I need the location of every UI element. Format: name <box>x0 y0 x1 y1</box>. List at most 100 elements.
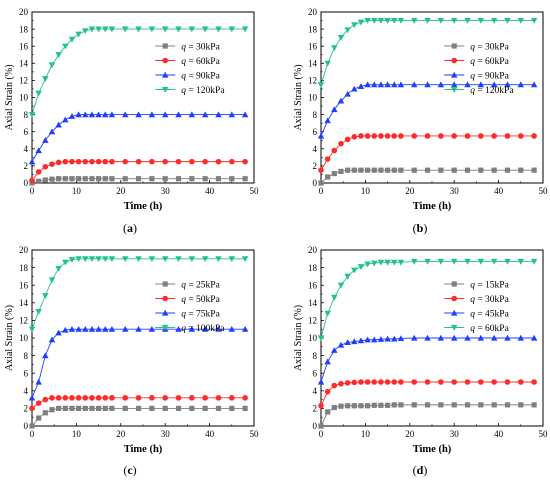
data-point <box>89 395 95 401</box>
y-axis-label: Axial Strain (%) <box>293 64 304 130</box>
data-point <box>189 158 195 165</box>
data-point <box>530 334 538 341</box>
data-point <box>68 36 76 43</box>
data-point <box>175 395 182 401</box>
data-point <box>35 147 42 154</box>
y-tick-label: 2 <box>24 404 29 414</box>
series-4 <box>28 256 249 333</box>
data-point <box>490 17 498 24</box>
data-point <box>75 158 82 165</box>
legend-item: q = 120kPa <box>155 86 225 96</box>
data-point <box>351 338 358 345</box>
data-point <box>518 133 524 139</box>
data-point <box>135 405 142 411</box>
data-point <box>478 167 484 173</box>
data-point <box>478 402 484 408</box>
legend-marker <box>451 43 457 49</box>
legend-label: q = 90kPa <box>181 71 220 81</box>
data-point <box>82 111 89 118</box>
y-axis-label: Axial Strain (%) <box>4 305 15 371</box>
data-point <box>108 111 116 118</box>
legend-marker <box>162 295 169 302</box>
data-point <box>229 158 235 165</box>
data-point <box>351 379 358 386</box>
series-4 <box>317 258 538 342</box>
data-point <box>365 403 371 409</box>
y-tick-label: 16 <box>19 280 29 290</box>
legend-label: q = 60kPa <box>470 57 509 67</box>
chart-panel-b: 0 2 4 6 8 10 12 14 16 18 20 0 10 20 30 40 50 Time (h) Axia… <box>293 7 548 235</box>
y-tick-label: 2 <box>313 161 318 171</box>
data-point <box>62 43 69 50</box>
data-point <box>35 90 42 97</box>
legend-item: q = 15kPa <box>444 280 510 290</box>
data-point <box>102 395 109 401</box>
y-axis-label: Axial Strain (%) <box>293 305 304 371</box>
data-point <box>517 334 525 341</box>
y-tick-label: 10 <box>308 333 318 343</box>
data-point <box>410 258 418 265</box>
data-point <box>371 133 378 139</box>
data-point <box>338 403 344 409</box>
legend-item: q = 60kPa <box>444 57 510 67</box>
data-point <box>108 26 116 33</box>
data-point <box>188 325 196 332</box>
data-point <box>215 325 222 332</box>
data-point <box>82 176 88 182</box>
data-point <box>202 158 208 165</box>
legend-item: q = 45kPa <box>444 309 510 319</box>
data-point <box>122 395 129 401</box>
x-tick-label: 40 <box>494 186 504 196</box>
data-point <box>384 259 391 266</box>
data-point <box>324 117 331 124</box>
series-2 <box>318 379 537 409</box>
data-point <box>504 379 511 385</box>
data-point <box>35 378 42 385</box>
data-point <box>175 111 182 118</box>
data-point <box>451 133 458 139</box>
data-point <box>55 395 62 401</box>
data-point <box>62 116 69 123</box>
data-point <box>364 17 371 24</box>
data-point <box>241 256 249 263</box>
series-line <box>320 381 535 406</box>
data-point <box>122 405 128 411</box>
data-point <box>424 17 431 24</box>
data-point <box>48 336 56 343</box>
data-point <box>215 26 222 33</box>
data-point <box>76 405 82 411</box>
data-point <box>411 402 417 408</box>
data-point <box>490 81 498 88</box>
data-point <box>317 335 325 342</box>
data-point <box>121 111 129 118</box>
data-point <box>122 158 129 165</box>
data-point <box>391 402 397 408</box>
data-point <box>338 140 344 147</box>
data-point <box>337 35 345 41</box>
data-point <box>318 180 324 186</box>
data-point <box>464 133 471 139</box>
chart-panel-c: 0 2 4 6 8 10 12 14 16 18 20 0 10 20 30 40 50 Time (h) Axia… <box>4 245 259 477</box>
data-point <box>384 335 391 342</box>
data-point <box>344 136 351 143</box>
legend-item: q = 30kPa <box>155 42 221 52</box>
y-tick-label: 14 <box>19 59 29 69</box>
x-tick-label: 0 <box>30 429 35 439</box>
data-point <box>411 379 418 385</box>
data-point <box>531 402 537 408</box>
y-tick-label: 2 <box>24 161 29 171</box>
data-point <box>477 81 485 88</box>
data-point <box>229 395 235 401</box>
data-point <box>69 395 75 401</box>
data-point <box>241 325 249 332</box>
data-point <box>48 62 56 69</box>
data-point <box>95 26 102 33</box>
data-point <box>162 405 168 411</box>
data-point <box>228 325 236 332</box>
series-2 <box>318 133 537 173</box>
y-tick-label: 14 <box>308 298 318 308</box>
data-point <box>504 133 511 139</box>
data-point <box>377 81 385 88</box>
data-point <box>438 402 444 408</box>
legend-label: q = 50kPa <box>181 295 220 305</box>
